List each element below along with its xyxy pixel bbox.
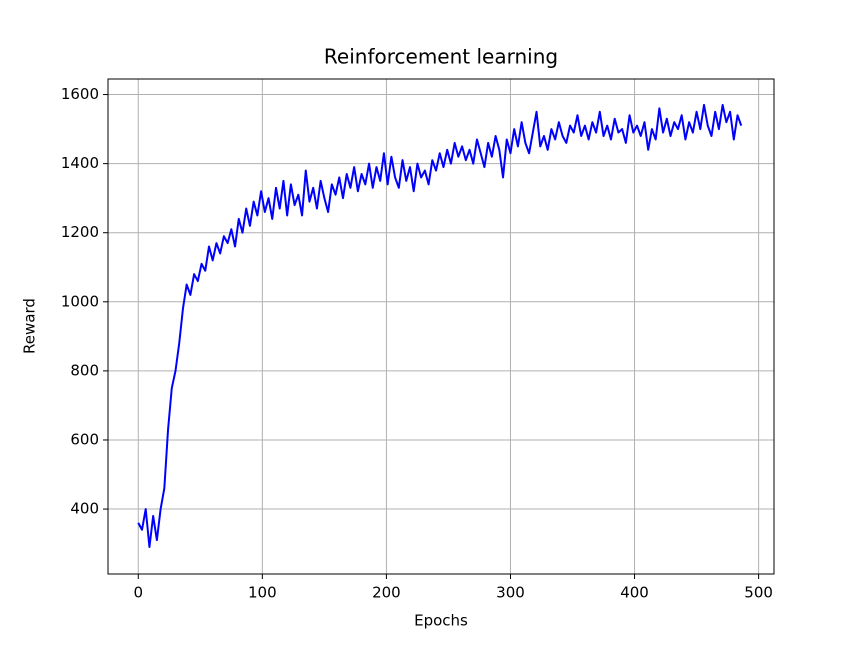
y-tick-label: 1200 bbox=[61, 223, 99, 241]
x-tick-label: 400 bbox=[620, 584, 649, 602]
y-tick-label: 1400 bbox=[61, 154, 99, 172]
y-axis-label: Reward bbox=[21, 298, 39, 354]
x-tick-label: 200 bbox=[372, 584, 401, 602]
x-axis-label: Epochs bbox=[414, 612, 468, 630]
y-tick-label: 400 bbox=[70, 500, 99, 518]
x-tick-label: 100 bbox=[248, 584, 277, 602]
data-line bbox=[137, 103, 743, 549]
y-tick-label: 800 bbox=[70, 361, 99, 379]
x-tick-label: 0 bbox=[133, 584, 143, 602]
y-tick-label: 600 bbox=[70, 430, 99, 448]
x-tick-label: 300 bbox=[496, 584, 525, 602]
y-tick-label: 1000 bbox=[61, 292, 99, 310]
y-tick-label: 1600 bbox=[61, 85, 99, 103]
chart-title: Reinforcement learning bbox=[324, 45, 558, 69]
x-tick-label: 500 bbox=[744, 584, 773, 602]
plot-frame bbox=[107, 78, 775, 575]
